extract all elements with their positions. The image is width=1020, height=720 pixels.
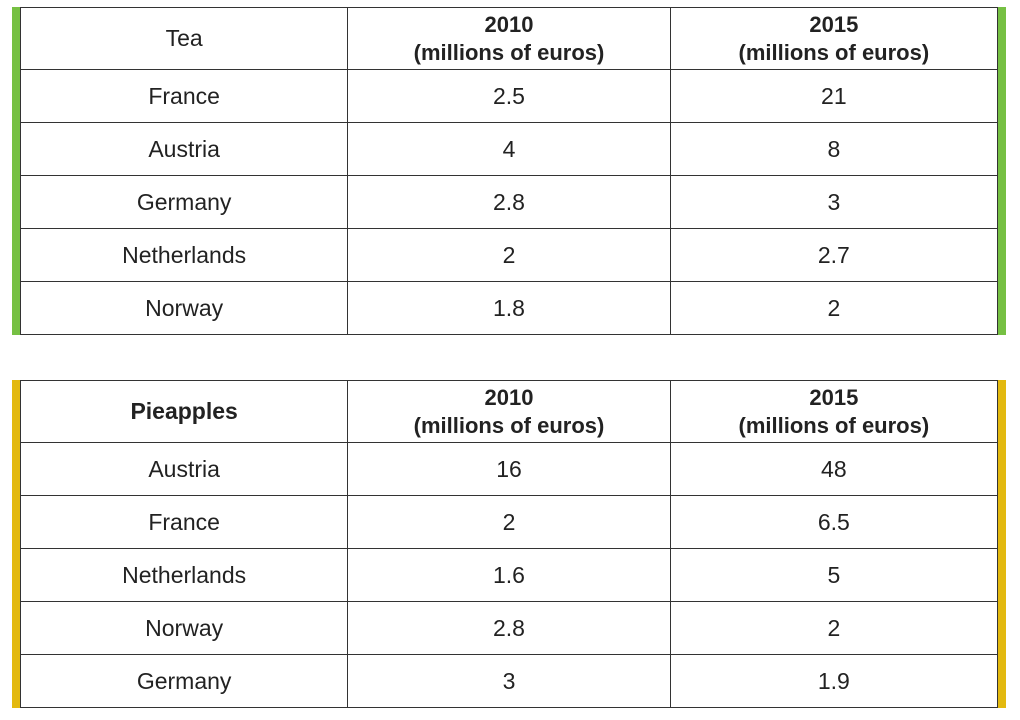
country-cell: Germany	[19, 654, 349, 708]
value-cell-2015: 5	[669, 548, 999, 602]
table-row: Norway 1.8 2	[19, 281, 999, 335]
value-cell-2010: 4	[347, 122, 671, 176]
pineapples-table: Pieapples 2010 (millions of euros) 2015 …	[19, 380, 999, 708]
value-cell-2010: 2.8	[347, 175, 671, 229]
table-header-row: Pieapples 2010 (millions of euros) 2015 …	[19, 380, 999, 443]
value-cell-2015: 2	[669, 601, 999, 655]
column-year: 2010	[484, 384, 534, 410]
column-unit: (millions of euros)	[413, 412, 605, 438]
column-year: 2010	[484, 11, 534, 37]
table-row: Netherlands 2 2.7	[19, 228, 999, 282]
country-cell: Norway	[19, 281, 349, 335]
column-unit: (millions of euros)	[738, 412, 930, 438]
column-year: 2015	[809, 11, 859, 37]
table-row: Austria 16 48	[19, 442, 999, 496]
table-header-row: Tea 2010 (millions of euros) 2015 (milli…	[19, 7, 999, 70]
country-cell: Austria	[19, 122, 349, 176]
value-cell-2015: 2	[669, 281, 999, 335]
value-cell-2010: 2.5	[347, 69, 671, 123]
country-cell: Netherlands	[19, 548, 349, 602]
value-cell-2010: 1.6	[347, 548, 671, 602]
country-cell: Austria	[19, 442, 349, 496]
table-row: Austria 4 8	[19, 122, 999, 176]
table-row: Germany 3 1.9	[19, 654, 999, 708]
value-cell-2015: 2.7	[669, 228, 999, 282]
column-header-2015: 2015 (millions of euros)	[669, 380, 999, 443]
value-cell-2010: 2.8	[347, 601, 671, 655]
table-row: Netherlands 1.6 5	[19, 548, 999, 602]
value-cell-2010: 2	[347, 495, 671, 549]
country-cell: Norway	[19, 601, 349, 655]
corner-label: Pieapples	[19, 380, 349, 443]
value-cell-2010: 2	[347, 228, 671, 282]
value-cell-2015: 3	[669, 175, 999, 229]
corner-label: Tea	[19, 7, 349, 70]
country-cell: France	[19, 495, 349, 549]
value-cell-2010: 16	[347, 442, 671, 496]
value-cell-2015: 21	[669, 69, 999, 123]
column-unit: (millions of euros)	[413, 39, 605, 65]
country-cell: Netherlands	[19, 228, 349, 282]
column-header-2010: 2010 (millions of euros)	[347, 380, 671, 443]
table-row: Norway 2.8 2	[19, 601, 999, 655]
tea-table: Tea 2010 (millions of euros) 2015 (milli…	[19, 7, 999, 335]
table-row: France 2 6.5	[19, 495, 999, 549]
tea-table-panel: Tea 2010 (millions of euros) 2015 (milli…	[12, 7, 1006, 335]
table-row: Germany 2.8 3	[19, 175, 999, 229]
value-cell-2015: 48	[669, 442, 999, 496]
column-unit: (millions of euros)	[738, 39, 930, 65]
value-cell-2010: 1.8	[347, 281, 671, 335]
value-cell-2010: 3	[347, 654, 671, 708]
pineapples-table-panel: Pieapples 2010 (millions of euros) 2015 …	[12, 380, 1006, 708]
country-cell: Germany	[19, 175, 349, 229]
value-cell-2015: 8	[669, 122, 999, 176]
value-cell-2015: 1.9	[669, 654, 999, 708]
country-cell: France	[19, 69, 349, 123]
column-header-2010: 2010 (millions of euros)	[347, 7, 671, 70]
column-header-2015: 2015 (millions of euros)	[669, 7, 999, 70]
value-cell-2015: 6.5	[669, 495, 999, 549]
column-year: 2015	[809, 384, 859, 410]
table-row: France 2.5 21	[19, 69, 999, 123]
